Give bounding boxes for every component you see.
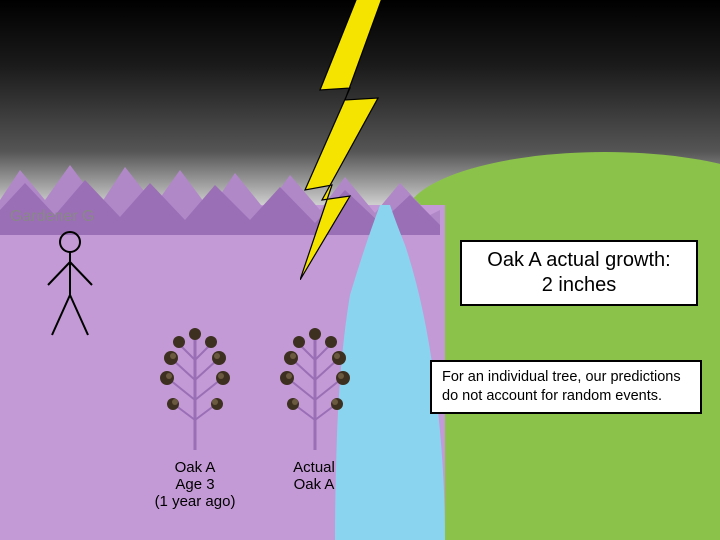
tree2-caption-line2: Oak A <box>274 476 354 493</box>
growth-line2: 2 inches <box>472 273 686 298</box>
note-text: For an individual tree, our predictions … <box>442 369 681 404</box>
tree1-caption-line2: Age 3 <box>140 476 250 493</box>
tree1-caption-line3: (1 year ago) <box>140 493 250 510</box>
tree1-caption: Oak A Age 3 (1 year ago) <box>140 459 250 510</box>
tree2-caption-line1: Actual <box>274 459 354 476</box>
lightning-bolt <box>300 0 420 280</box>
growth-box: Oak A actual growth: 2 inches <box>460 240 698 306</box>
diagram-scene: Gardener G <box>0 0 720 540</box>
gardener-label: Gardener G <box>10 208 94 226</box>
tree1-caption-line1: Oak A <box>140 459 250 476</box>
tree2-caption: Actual Oak A <box>274 459 354 493</box>
note-box: For an individual tree, our predictions … <box>430 360 702 414</box>
growth-line1: Oak A actual growth: <box>472 248 686 273</box>
tree-oak-a-actual <box>265 310 365 450</box>
gardener-figure <box>40 230 100 340</box>
tree-oak-a-past <box>145 310 245 450</box>
